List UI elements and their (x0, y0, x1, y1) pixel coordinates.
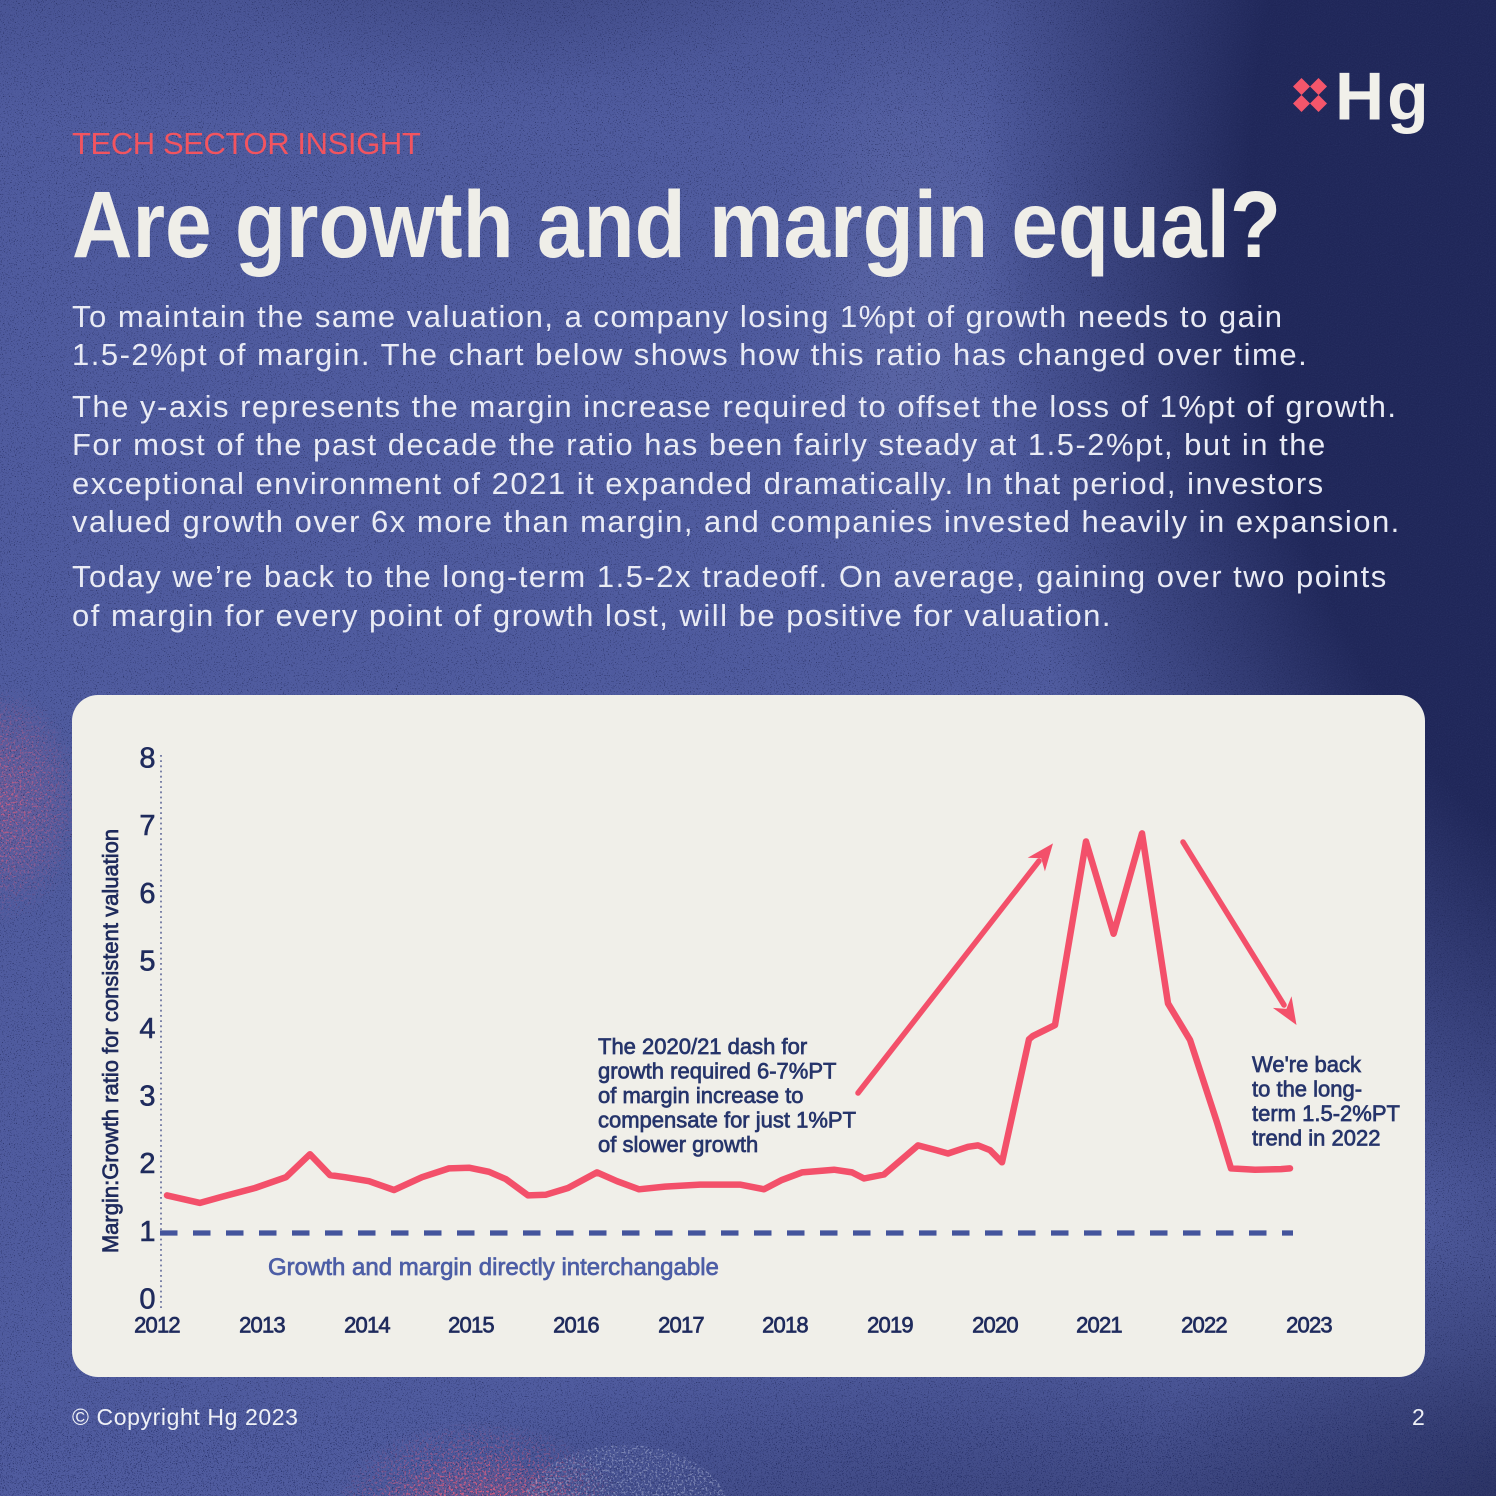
svg-text:compensate for just 1%PT: compensate for just 1%PT (598, 1107, 856, 1132)
svg-text:2020: 2020 (972, 1313, 1018, 1338)
svg-text:2012: 2012 (134, 1313, 180, 1338)
svg-text:4: 4 (139, 1013, 155, 1045)
svg-text:2016: 2016 (553, 1313, 599, 1338)
svg-text:7: 7 (139, 810, 155, 842)
svg-text:6: 6 (139, 878, 155, 910)
svg-text:2022: 2022 (1181, 1313, 1227, 1338)
svg-text:2014: 2014 (344, 1313, 390, 1338)
svg-text:growth required 6-7%PT: growth required 6-7%PT (598, 1059, 836, 1084)
svg-text:trend in 2022: trend in 2022 (1252, 1125, 1380, 1150)
svg-text:1: 1 (139, 1216, 155, 1248)
svg-text:0: 0 (139, 1283, 155, 1315)
svg-text:2021: 2021 (1076, 1313, 1122, 1338)
svg-text:2018: 2018 (762, 1313, 808, 1338)
svg-text:to the long-: to the long- (1252, 1076, 1362, 1101)
svg-text:The 2020/21 dash for: The 2020/21 dash for (598, 1034, 807, 1059)
svg-text:of margin increase to: of margin increase to (598, 1083, 803, 1108)
svg-text:Margin:Growth ratio for consis: Margin:Growth ratio for consistent valua… (98, 829, 123, 1253)
svg-text:2: 2 (139, 1148, 155, 1180)
svg-text:We're back: We're back (1252, 1052, 1362, 1077)
svg-text:of slower growth: of slower growth (598, 1132, 758, 1157)
svg-text:2023: 2023 (1286, 1313, 1332, 1338)
svg-text:2017: 2017 (658, 1313, 704, 1338)
svg-text:8: 8 (139, 743, 155, 775)
svg-text:2013: 2013 (239, 1313, 285, 1338)
svg-text:term 1.5-2%PT: term 1.5-2%PT (1252, 1101, 1400, 1126)
svg-text:Hg: Hg (1335, 62, 1432, 135)
svg-text:5: 5 (139, 945, 155, 977)
svg-text:Growth and margin directly int: Growth and margin directly interchangabl… (268, 1254, 719, 1281)
svg-text:3: 3 (139, 1081, 155, 1113)
svg-text:2019: 2019 (867, 1313, 913, 1338)
svg-text:2015: 2015 (448, 1313, 494, 1338)
